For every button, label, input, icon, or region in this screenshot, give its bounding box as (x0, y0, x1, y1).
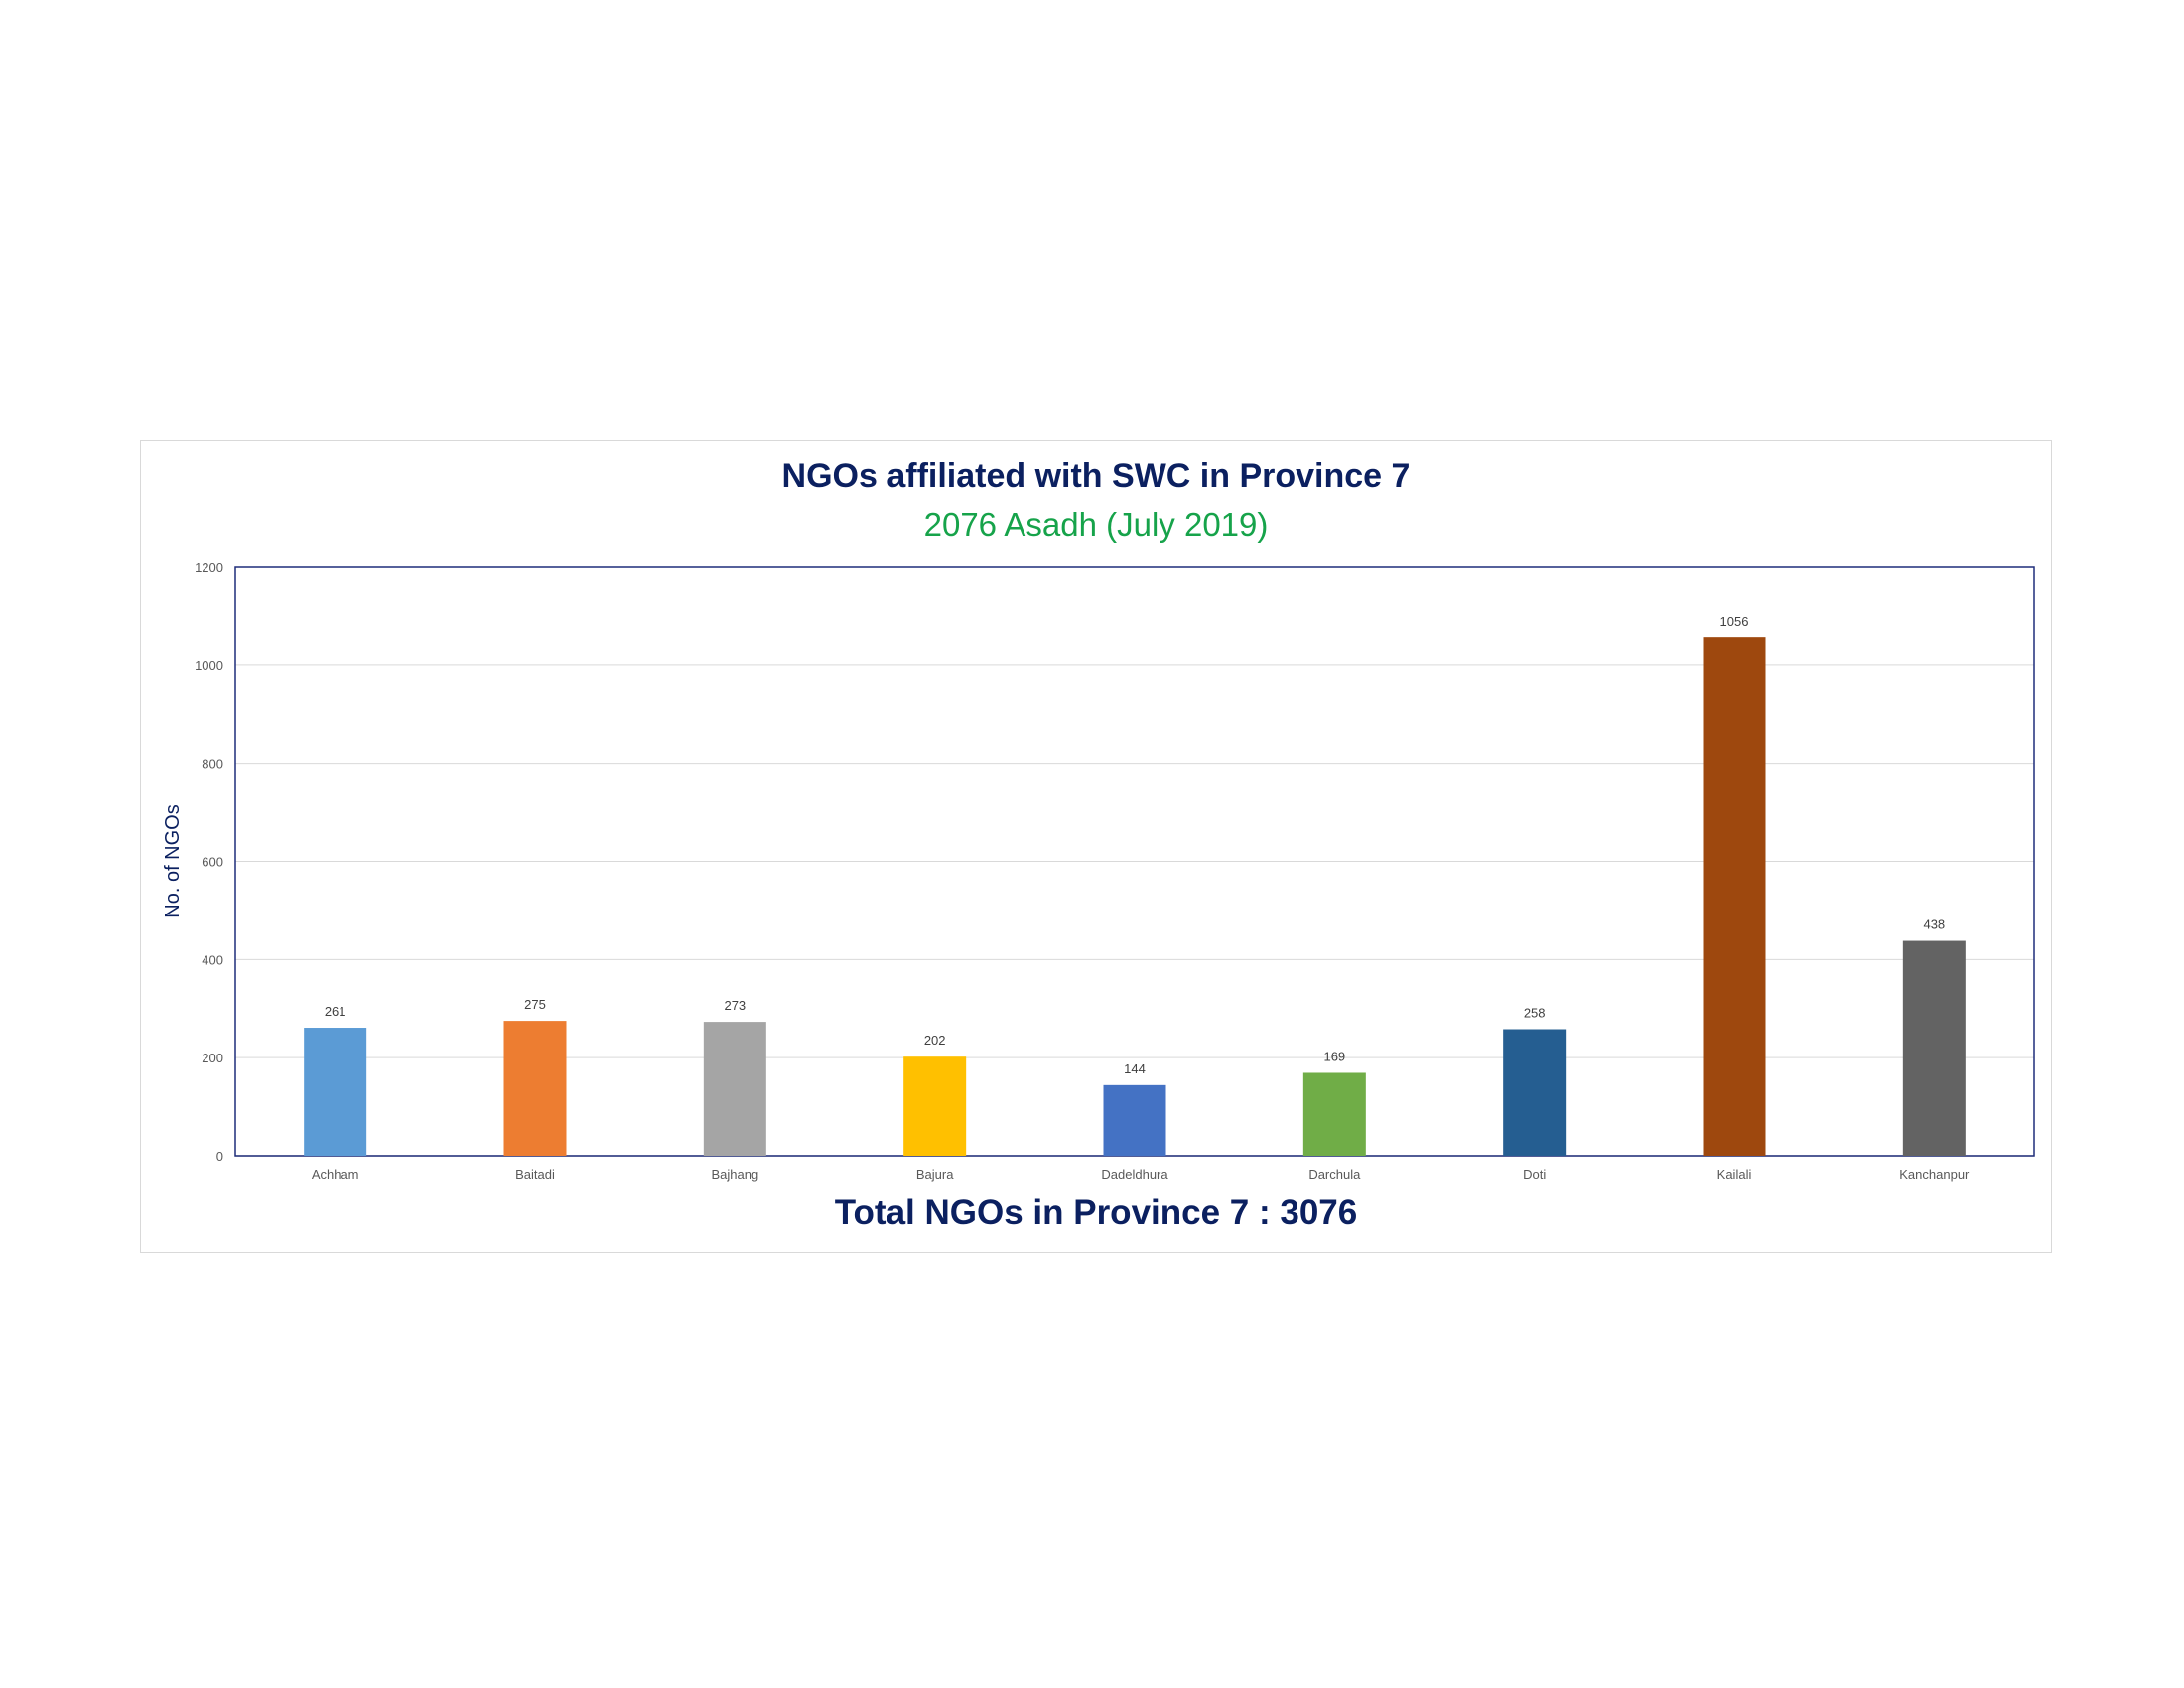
data-label-achham: 261 (325, 1004, 346, 1019)
bar-achham (304, 1028, 367, 1156)
bar-doti (1503, 1029, 1567, 1156)
y-tick-label: 400 (202, 952, 223, 967)
category-label-bajhang: Bajhang (711, 1167, 758, 1182)
category-label-kanchanpur: Kanchanpur (1899, 1167, 1970, 1182)
bar-baitadi (503, 1021, 567, 1156)
y-tick-label: 1000 (195, 658, 223, 673)
bars (304, 637, 1966, 1156)
category-label-darchula: Darchula (1308, 1167, 1361, 1182)
y-tick-label: 0 (216, 1149, 223, 1164)
bar-chart-plot: 0 200 400 600 800 1000 1200 261 275 273 202 144 169… (162, 560, 2035, 1182)
y-tick-label: 800 (202, 757, 223, 772)
bar-kailali (1703, 637, 1766, 1156)
bar-bajura (903, 1056, 967, 1156)
category-label-bajura: Bajura (916, 1167, 954, 1182)
bar-bajhang (703, 1022, 766, 1156)
bar-dadeldhura (1103, 1084, 1166, 1156)
y-tick-label: 600 (202, 855, 223, 870)
chart-frame: NGOs affiliated with SWC in Province 7 2… (140, 440, 2052, 1253)
y-axis-ticks: 0 200 400 600 800 1000 1200 (195, 560, 223, 1164)
data-label-darchula: 169 (1323, 1049, 1345, 1063)
chart-title: NGOs affiliated with SWC in Province 7 (781, 457, 1411, 494)
data-labels: 261 275 273 202 144 169 258 1056 438 (325, 614, 1945, 1076)
data-label-kailali: 1056 (1720, 614, 1749, 629)
data-label-doti: 258 (1524, 1006, 1546, 1021)
chart-total-footer: Total NGOs in Province 7 : 3076 (834, 1194, 1358, 1232)
data-label-kanchanpur: 438 (1923, 917, 1945, 932)
data-label-bajhang: 273 (724, 998, 746, 1013)
data-label-dadeldhura: 144 (1124, 1061, 1146, 1076)
category-label-doti: Doti (1523, 1167, 1546, 1182)
data-label-baitadi: 275 (524, 997, 546, 1012)
y-axis-label: No. of NGOs (162, 804, 184, 917)
y-tick-label: 1200 (195, 560, 223, 575)
y-tick-label: 200 (202, 1051, 223, 1065)
x-axis-categories: Achham Baitadi Bajhang Bajura Dadeldhura Darc… (312, 1167, 1970, 1182)
category-label-achham: Achham (312, 1167, 359, 1182)
bar-kanchanpur (1902, 940, 1966, 1156)
category-label-dadeldhura: Dadeldhura (1101, 1167, 1168, 1182)
data-label-bajura: 202 (924, 1033, 946, 1048)
chart-subtitle: 2076 Asadh (July 2019) (923, 506, 1269, 543)
category-label-baitadi: Baitadi (515, 1167, 555, 1182)
bar-darchula (1302, 1072, 1366, 1156)
category-label-kailali: Kailali (1717, 1167, 1752, 1182)
